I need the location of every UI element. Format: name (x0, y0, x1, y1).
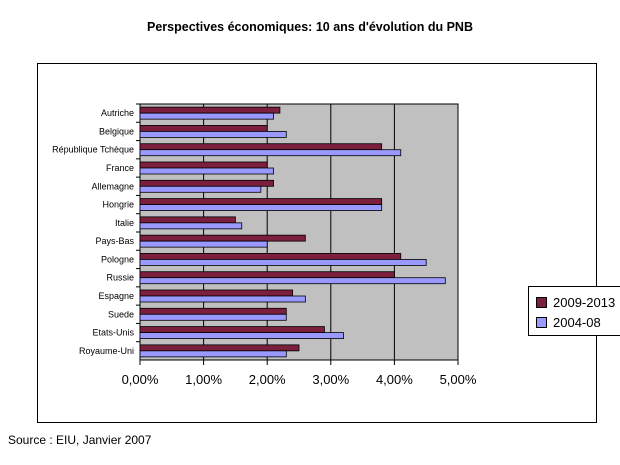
bar-2009-2013-Suede (139, 307, 287, 315)
category-label: Pologne (101, 254, 134, 264)
category-label: Italie (115, 218, 134, 228)
chart-frame: 0,00% 1,00% 2,00% 3,00% 4,00% 5,00% Autriche Be… (37, 63, 620, 423)
plot-area (139, 103, 459, 361)
legend-swatch-2009-2013 (536, 296, 547, 308)
category-label: Pays-Bas (95, 236, 134, 246)
legend: 2009-2013 2004-08 (528, 286, 620, 336)
bar-2009-2013-Autriche (139, 106, 281, 114)
bar-2004-08-Royaume-Uni (139, 350, 287, 358)
x-tick-label: 1,00% (185, 372, 222, 387)
bar-2004-08-Belgique (139, 131, 287, 138)
bar-2009-2013-Pologne (139, 253, 402, 260)
bar-2009-2013-Italie (139, 216, 236, 224)
legend-item-2004-08: 2004-08 (536, 312, 620, 332)
bar-2009-2013-France (139, 161, 268, 169)
bar-2009-2013-Russie (139, 271, 395, 279)
x-tick-label: 2,00% (249, 372, 286, 387)
category-label: Hongrie (102, 200, 134, 210)
x-tick-label: 5,00% (440, 372, 477, 387)
bar-2004-08-Pays-Bas (139, 240, 268, 248)
legend-item-2009-2013: 2009-2013 (536, 292, 620, 312)
legend-label-2004-08: 2004-08 (553, 314, 601, 330)
chart-title: Perspectives économiques: 10 ans d'évolu… (147, 20, 473, 34)
category-label: République Tchèque (52, 145, 134, 155)
bar-2004-08-Pologne (139, 259, 427, 266)
category-label: Etats-Unis (92, 328, 134, 338)
bar-2009-2013-République Tchèque (139, 143, 383, 151)
bar-2009-2013-Espagne (139, 289, 294, 297)
category-label: Royaume-Uni (79, 346, 134, 356)
x-tick-label: 4,00% (376, 372, 413, 387)
category-label: Belgique (99, 126, 134, 136)
bar-2009-2013-Etats-Unis (139, 326, 325, 333)
x-tick-label: 0,00% (122, 372, 159, 387)
bar-2009-2013-Allemagne (139, 179, 274, 187)
category-label: Espagne (98, 291, 134, 301)
legend-swatch-2004-08 (536, 316, 547, 328)
bar-2004-08-République Tchèque (139, 149, 402, 157)
legend-label-2009-2013: 2009-2013 (553, 294, 616, 310)
bar-2004-08-Italie (139, 222, 243, 230)
x-tick-label: 3,00% (312, 372, 349, 387)
bar-2004-08-Suede (139, 313, 287, 321)
category-label: France (106, 163, 134, 173)
category-label: Allemagne (91, 181, 134, 191)
bar-2009-2013-Belgique (139, 125, 268, 132)
bar-2004-08-Hongrie (139, 204, 383, 211)
bar-2009-2013-Royaume-Uni (139, 344, 300, 352)
category-label: Suede (108, 309, 134, 319)
source-note: Source : EIU, Janvier 2007 (8, 433, 152, 447)
bar-2004-08-Autriche (139, 112, 274, 120)
category-label: Russie (106, 273, 134, 283)
bar-2009-2013-Pays-Bas (139, 234, 306, 242)
bar-2004-08-Allemagne (139, 185, 262, 193)
bar-2009-2013-Hongrie (139, 198, 383, 205)
bar-2004-08-Etats-Unis (139, 332, 344, 339)
bar-chart: 0,00% 1,00% 2,00% 3,00% 4,00% 5,00% Autriche Be… (52, 103, 477, 387)
bar-2004-08-Espagne (139, 295, 306, 303)
bar-2004-08-Russie (139, 277, 446, 285)
category-label: Autriche (101, 108, 134, 118)
bar-2004-08-France (139, 167, 274, 175)
